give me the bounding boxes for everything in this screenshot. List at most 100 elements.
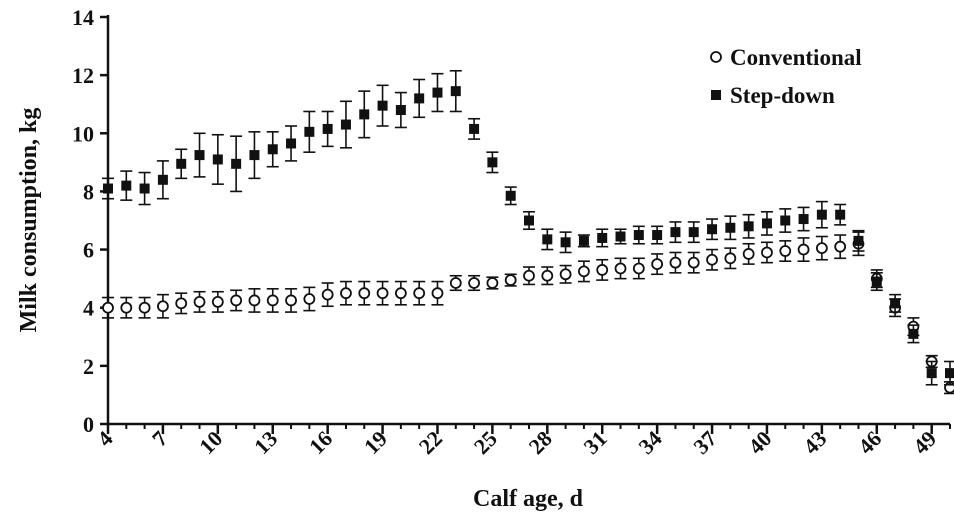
legend-marker bbox=[710, 51, 722, 63]
data-point bbox=[614, 262, 627, 275]
data-point bbox=[359, 109, 370, 120]
data-point bbox=[815, 242, 828, 255]
data-point bbox=[431, 287, 444, 300]
data-point bbox=[504, 274, 517, 286]
series-conventional bbox=[102, 231, 954, 395]
y-tick-label: 2 bbox=[83, 354, 94, 379]
data-point bbox=[670, 227, 681, 238]
x-tick-label: 4 bbox=[92, 426, 117, 451]
legend: Conventional Step-down bbox=[710, 45, 862, 108]
y-tick-label: 4 bbox=[83, 296, 94, 321]
data-point bbox=[541, 269, 554, 282]
data-point bbox=[286, 138, 297, 149]
data-point bbox=[505, 190, 516, 201]
data-point bbox=[266, 294, 279, 307]
data-point bbox=[560, 237, 571, 248]
data-point bbox=[597, 232, 608, 243]
data-point bbox=[340, 287, 352, 300]
legend-label: Step-down bbox=[730, 83, 835, 108]
data-point bbox=[449, 277, 462, 289]
data-point bbox=[523, 269, 535, 282]
data-point bbox=[724, 252, 737, 265]
data-point bbox=[908, 328, 919, 339]
data-point bbox=[414, 93, 425, 104]
x-tick-label: 16 bbox=[304, 426, 337, 459]
data-point bbox=[596, 264, 609, 276]
data-point bbox=[725, 222, 736, 233]
data-point bbox=[706, 253, 718, 266]
data-marks bbox=[102, 69, 954, 395]
data-point bbox=[834, 240, 847, 253]
x-tick-label: 49 bbox=[908, 426, 941, 459]
data-point bbox=[669, 256, 682, 269]
data-point bbox=[853, 235, 864, 246]
data-point bbox=[651, 258, 664, 271]
data-point bbox=[797, 243, 810, 256]
y-tick-label: 0 bbox=[83, 412, 94, 437]
data-point bbox=[652, 230, 663, 241]
data-point bbox=[211, 295, 224, 308]
data-point bbox=[707, 224, 718, 235]
data-point bbox=[377, 100, 388, 111]
data-point bbox=[798, 214, 809, 225]
data-point bbox=[321, 288, 334, 301]
data-point bbox=[175, 297, 188, 310]
x-tick-label: 31 bbox=[579, 426, 612, 459]
x-tick-label: 7 bbox=[147, 426, 172, 451]
data-point bbox=[524, 215, 534, 226]
y-tick-label: 12 bbox=[72, 63, 94, 88]
data-point bbox=[193, 295, 206, 308]
data-point bbox=[394, 287, 407, 300]
data-point bbox=[742, 248, 755, 260]
data-point bbox=[779, 245, 792, 257]
data-point bbox=[688, 227, 699, 238]
data-point bbox=[926, 368, 937, 379]
data-point bbox=[121, 180, 132, 191]
data-point bbox=[432, 87, 443, 98]
data-point bbox=[487, 157, 498, 168]
x-tick-label: 40 bbox=[743, 426, 776, 459]
data-point bbox=[890, 298, 901, 309]
data-point bbox=[761, 246, 773, 259]
data-point bbox=[212, 154, 223, 165]
data-point bbox=[157, 174, 168, 185]
x-tick-label: 10 bbox=[194, 426, 227, 459]
data-point bbox=[413, 287, 426, 300]
data-point bbox=[102, 301, 114, 314]
legend-marker bbox=[711, 90, 721, 100]
x-tick-label: 25 bbox=[469, 426, 502, 459]
data-point bbox=[633, 230, 644, 241]
data-point bbox=[157, 300, 169, 313]
data-point bbox=[450, 86, 461, 97]
y-tick-label: 8 bbox=[83, 179, 94, 204]
data-point bbox=[578, 265, 590, 278]
data-point bbox=[194, 150, 205, 161]
data-point bbox=[559, 268, 572, 281]
series-step-down bbox=[102, 69, 954, 386]
x-tick-label: 37 bbox=[688, 426, 721, 459]
x-tick-label: 28 bbox=[524, 426, 557, 459]
data-point bbox=[578, 235, 589, 246]
data-point bbox=[231, 158, 242, 169]
x-tick-label: 13 bbox=[249, 426, 282, 459]
x-tick-label: 22 bbox=[414, 426, 447, 459]
data-point bbox=[835, 209, 846, 220]
data-point bbox=[469, 123, 480, 134]
x-tick-label: 46 bbox=[853, 426, 886, 459]
data-point bbox=[816, 209, 827, 220]
data-point bbox=[120, 301, 133, 314]
data-point bbox=[249, 150, 260, 161]
data-point bbox=[248, 294, 261, 307]
data-point bbox=[615, 231, 626, 242]
data-point bbox=[871, 276, 882, 287]
data-point bbox=[780, 215, 791, 226]
x-tick-label: 34 bbox=[633, 426, 666, 459]
data-point bbox=[267, 144, 278, 155]
legend-label: Conventional bbox=[730, 45, 862, 70]
x-tick-label: 19 bbox=[359, 426, 392, 459]
data-point bbox=[395, 105, 406, 116]
data-point bbox=[687, 256, 700, 269]
data-point bbox=[139, 183, 150, 194]
